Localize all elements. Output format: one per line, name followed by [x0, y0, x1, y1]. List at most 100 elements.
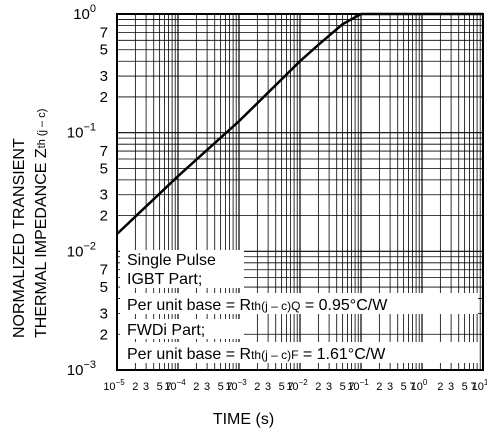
series-line — [116, 12, 483, 235]
x-tick-exponent: −5 — [116, 378, 126, 387]
x-minor-tick-label: 7 — [287, 381, 293, 393]
plot-frame — [116, 13, 484, 371]
y-tick-exponent: −2 — [83, 240, 96, 252]
x-tick-exponent: −2 — [299, 378, 309, 387]
annotation-line: IGBT Part; — [127, 271, 202, 288]
annotation-background — [120, 293, 478, 314]
annotation-text: Per unit base = R — [127, 297, 251, 314]
y-minor-tick-label: 2 — [100, 326, 108, 343]
annotation-subscript: th(j – c)F — [251, 348, 298, 362]
x-minor-tick-label: 2 — [254, 381, 260, 393]
x-minor-tick-label: 3 — [265, 381, 271, 393]
x-decade-tick-label: 10−2 — [286, 378, 308, 393]
x-minor-tick-label: 3 — [387, 381, 393, 393]
annotation-tail: = 1.61°C/W — [298, 346, 386, 363]
y-major-tick-label: 10−3 — [67, 359, 96, 379]
grid-lines — [117, 14, 483, 370]
x-tick-exponent: 1 — [484, 378, 487, 387]
x-decade-tick-label: 100 — [411, 378, 428, 393]
x-tick-labels: 10−5 2 3 5 710−4 2 3 5 710−3 2 3 5 710−2 2 3 5 710−1 2 3 5 7… — [103, 378, 487, 393]
x-minor-tick-label: 2 — [376, 381, 382, 393]
y-minor-tick-label: 5 — [100, 42, 108, 59]
annotation-line: FWDi Part; — [127, 322, 205, 339]
y-minor-tick-label: 7 — [100, 143, 108, 160]
y-minor-tick-label: 2 — [100, 89, 108, 106]
y-minor-tick-label: 5 — [100, 279, 108, 296]
x-minor-tick-label: 7 — [165, 381, 171, 393]
x-tick-base: 10 — [347, 381, 359, 393]
annotation-line: Per unit base = Rth(j – c)Q = 0.95°C/W — [127, 297, 388, 314]
y-minor-tick-label: 7 — [100, 24, 108, 41]
x-tick-base: 10 — [103, 381, 115, 393]
y-minor-tick-label: 5 — [100, 160, 108, 177]
y-major-tick-label: 10−1 — [67, 122, 96, 142]
x-decade-tick-label: 10−3 — [225, 378, 247, 393]
y-tick-base: 10 — [67, 125, 84, 142]
y-tick-base: 10 — [67, 362, 84, 379]
x-minor-tick-label: 3 — [448, 381, 454, 393]
x-decade-tick-label: 10−1 — [347, 378, 369, 393]
annotation-text: FWDi Part; — [127, 322, 205, 339]
annotation-background — [120, 269, 244, 288]
y-tick-exponent: −3 — [83, 359, 96, 371]
x-decade-tick-label: 10−4 — [164, 378, 186, 393]
annotation-line: Per unit base = Rth(j – c)F = 1.61°C/W — [127, 346, 386, 363]
x-tick-exponent: −1 — [360, 378, 370, 387]
x-tick-exponent: −3 — [238, 378, 248, 387]
x-minor-tick-label: 3 — [326, 381, 332, 393]
y-tick-base: 10 — [73, 6, 90, 23]
x-minor-tick-label: 7 — [226, 381, 232, 393]
x-minor-tick-label: 2 — [315, 381, 321, 393]
y-axis-label-sub: th (j – c) — [36, 108, 48, 149]
x-decade-tick-label: 10−5 — [103, 378, 125, 393]
x-tick-base: 10 — [286, 381, 298, 393]
y-axis-label-main: THERMAL IMPEDANCE Z — [33, 148, 50, 338]
x-minor-tick-label: 7 — [470, 381, 476, 393]
annotation-text: Per unit base = R — [127, 346, 251, 363]
x-decade-tick-label: 101 — [472, 378, 487, 393]
x-tick-exponent: −4 — [177, 378, 187, 387]
annotation-background — [120, 250, 244, 269]
y-minor-tick-label: 3 — [100, 305, 108, 322]
y-major-tick-label: 100 — [73, 3, 96, 23]
y-tick-exponent: −1 — [83, 122, 96, 134]
x-minor-tick-label: 3 — [143, 381, 149, 393]
x-minor-tick-label: 2 — [132, 381, 138, 393]
x-minor-tick-label: 5 — [462, 381, 468, 393]
y-major-tick-label: 10−2 — [67, 240, 96, 260]
annotation-background — [120, 342, 478, 363]
x-tick-base: 10 — [225, 381, 237, 393]
x-axis-label: TIME (s) — [212, 411, 275, 428]
x-minor-tick-label: 7 — [348, 381, 354, 393]
x-minor-tick-label: 2 — [437, 381, 443, 393]
annotation-tail: = 0.95°C/W — [300, 297, 388, 314]
x-minor-tick-label: 2 — [193, 381, 199, 393]
x-minor-tick-label: 5 — [401, 381, 407, 393]
annotation-text: IGBT Part; — [127, 271, 202, 288]
x-minor-tick-label: 5 — [157, 381, 163, 393]
y-minor-tick-label: 7 — [100, 262, 108, 279]
y-axis-label-line1: NORMALIZED TRANSIENT — [11, 138, 28, 338]
x-tick-base: 10 — [164, 381, 176, 393]
annotation-line: Single Pulse — [127, 252, 216, 269]
y-minor-tick-label: 3 — [100, 68, 108, 85]
x-tick-exponent: 0 — [423, 378, 428, 387]
x-tick-base: 10 — [411, 381, 423, 393]
y-tick-exponent: 0 — [90, 3, 96, 15]
annotation-text: Single Pulse — [127, 252, 216, 269]
annotation-subscript: th(j – c)Q — [251, 299, 300, 313]
x-minor-tick-label: 3 — [204, 381, 210, 393]
y-minor-tick-label: 2 — [100, 208, 108, 225]
x-tick-base: 10 — [472, 381, 484, 393]
y-minor-tick-label: 3 — [100, 187, 108, 204]
x-minor-tick-label: 5 — [279, 381, 285, 393]
x-minor-tick-label: 7 — [409, 381, 415, 393]
annotation-background — [120, 319, 244, 339]
x-minor-tick-label: 5 — [218, 381, 224, 393]
y-axis-label-line2: THERMAL IMPEDANCE Zth (j – c) — [33, 109, 51, 338]
x-minor-tick-label: 5 — [340, 381, 346, 393]
y-tick-base: 10 — [67, 243, 84, 260]
